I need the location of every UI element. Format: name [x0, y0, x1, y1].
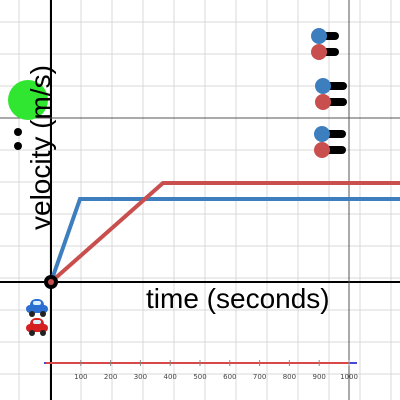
red-toggle-slider[interactable]: [311, 44, 339, 60]
blue-toggle-slider[interactable]: [315, 78, 347, 94]
blue-car-icon: [24, 299, 50, 317]
timeline-tick-label: 900: [312, 373, 326, 381]
red-toggle-slider[interactable]: [315, 94, 347, 110]
blue-velocity-line[interactable]: [49, 197, 400, 283]
timeline-tick-label: 200: [103, 373, 118, 381]
timeline-tick-label: 100: [74, 373, 88, 381]
timeline-tick-label: 400: [163, 373, 177, 381]
red-car-icon: [24, 318, 50, 336]
y-axis-label: velocity (m/s): [25, 65, 56, 230]
blue-toggle-slider[interactable]: [314, 126, 346, 142]
timeline-tick-label: 300: [133, 373, 148, 381]
y-axis-point: [14, 142, 22, 150]
timeline-slider[interactable]: [44, 360, 357, 366]
x-axis-label: time (seconds): [146, 283, 330, 314]
origin-point-inner: [48, 279, 54, 285]
timeline-tick-label: 500: [193, 373, 207, 381]
timeline-tick-label: 700: [252, 373, 267, 381]
green-point[interactable]: [8, 80, 48, 120]
timeline-tick-label: 800: [282, 373, 297, 381]
red-toggle-slider[interactable]: [314, 142, 346, 158]
blue-toggle-slider[interactable]: [311, 28, 339, 44]
y-axis-point: [14, 128, 22, 136]
timeline-tick-label: 600: [223, 373, 237, 381]
red-velocity-line[interactable]: [49, 181, 400, 284]
timeline-tick-label: 1000: [340, 373, 358, 381]
